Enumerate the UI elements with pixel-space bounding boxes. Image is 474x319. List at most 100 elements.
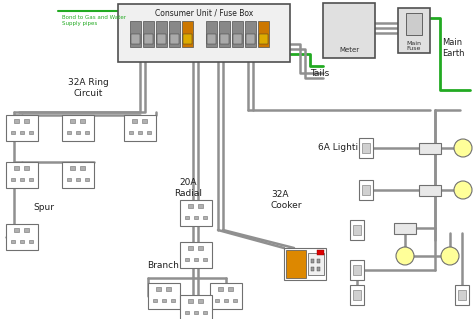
Bar — [224, 299, 228, 302]
Bar — [156, 287, 161, 291]
Bar — [129, 131, 133, 134]
Bar — [398, 8, 430, 53]
Bar — [353, 290, 361, 300]
Bar — [419, 143, 441, 153]
Bar — [180, 295, 212, 319]
Bar — [188, 246, 193, 249]
Bar — [350, 260, 364, 280]
Bar — [67, 131, 71, 134]
Bar — [118, 4, 290, 62]
Bar — [182, 21, 193, 47]
Bar — [233, 34, 242, 44]
Bar — [317, 259, 320, 263]
Bar — [170, 34, 179, 44]
Bar — [183, 34, 192, 44]
Bar — [210, 283, 242, 309]
Bar — [185, 216, 189, 219]
Bar — [323, 3, 375, 58]
Bar — [67, 178, 71, 181]
Bar — [124, 115, 156, 141]
Bar — [350, 220, 364, 240]
Bar — [20, 131, 24, 134]
Bar — [215, 299, 219, 302]
Bar — [11, 178, 15, 181]
Bar — [218, 287, 223, 291]
Bar — [76, 131, 80, 134]
Bar — [203, 216, 207, 219]
Text: Branch: Branch — [147, 261, 179, 270]
Text: Consumer Unit / Fuse Box: Consumer Unit / Fuse Box — [155, 9, 253, 18]
Bar — [6, 115, 38, 141]
Bar — [20, 240, 24, 243]
Bar — [70, 166, 75, 169]
Bar — [194, 311, 198, 314]
Bar — [308, 253, 324, 275]
Text: 32A
Cooker: 32A Cooker — [271, 190, 302, 210]
Text: Main
Fuse: Main Fuse — [407, 41, 421, 51]
Bar — [80, 166, 85, 169]
Bar — [245, 21, 256, 47]
Bar — [24, 228, 29, 232]
Bar — [11, 131, 15, 134]
Text: 20A
Radial: 20A Radial — [174, 178, 202, 198]
Text: 6A Lighting: 6A Lighting — [318, 144, 370, 152]
Bar — [29, 178, 33, 181]
Bar — [455, 285, 469, 305]
Bar — [80, 119, 85, 122]
Bar — [144, 34, 153, 44]
Bar — [130, 21, 141, 47]
Bar — [142, 119, 147, 122]
Bar — [317, 267, 320, 271]
Bar — [188, 204, 193, 207]
Bar — [11, 240, 15, 243]
Bar — [157, 34, 166, 44]
Bar — [14, 166, 19, 169]
Text: Meter: Meter — [339, 47, 359, 53]
Bar — [194, 258, 198, 261]
Bar — [394, 222, 416, 234]
Bar — [232, 21, 243, 47]
Circle shape — [441, 247, 459, 265]
Bar — [70, 119, 75, 122]
Bar — [419, 184, 441, 196]
Circle shape — [454, 139, 472, 157]
Bar — [171, 299, 175, 302]
Bar — [311, 259, 314, 263]
Bar — [153, 299, 157, 302]
Bar — [353, 225, 361, 235]
Bar — [85, 178, 89, 181]
Bar — [166, 287, 171, 291]
Bar — [219, 21, 230, 47]
Bar — [194, 216, 198, 219]
Bar — [458, 290, 466, 300]
Bar — [185, 258, 189, 261]
Bar — [228, 287, 233, 291]
Bar — [359, 138, 373, 158]
Bar — [131, 34, 140, 44]
Bar — [169, 21, 180, 47]
Text: Main
Earth: Main Earth — [442, 38, 465, 58]
Bar — [85, 131, 89, 134]
Bar — [259, 34, 268, 44]
Text: Bond to Gas and Water
Supply pipes: Bond to Gas and Water Supply pipes — [62, 15, 126, 26]
Bar — [206, 21, 217, 47]
Bar — [246, 34, 255, 44]
Bar — [24, 166, 29, 169]
Bar — [29, 240, 33, 243]
Bar — [29, 131, 33, 134]
Bar — [284, 248, 326, 280]
Bar — [198, 246, 203, 249]
Circle shape — [396, 247, 414, 265]
Bar — [180, 242, 212, 268]
Text: 32A Ring
Circuit: 32A Ring Circuit — [68, 78, 109, 98]
Bar — [203, 258, 207, 261]
Bar — [406, 13, 422, 35]
Bar — [138, 131, 142, 134]
Bar — [220, 34, 229, 44]
Bar — [14, 228, 19, 232]
Bar — [207, 34, 216, 44]
Bar — [317, 250, 324, 255]
Bar — [132, 119, 137, 122]
Bar — [162, 299, 166, 302]
Bar — [362, 143, 370, 153]
